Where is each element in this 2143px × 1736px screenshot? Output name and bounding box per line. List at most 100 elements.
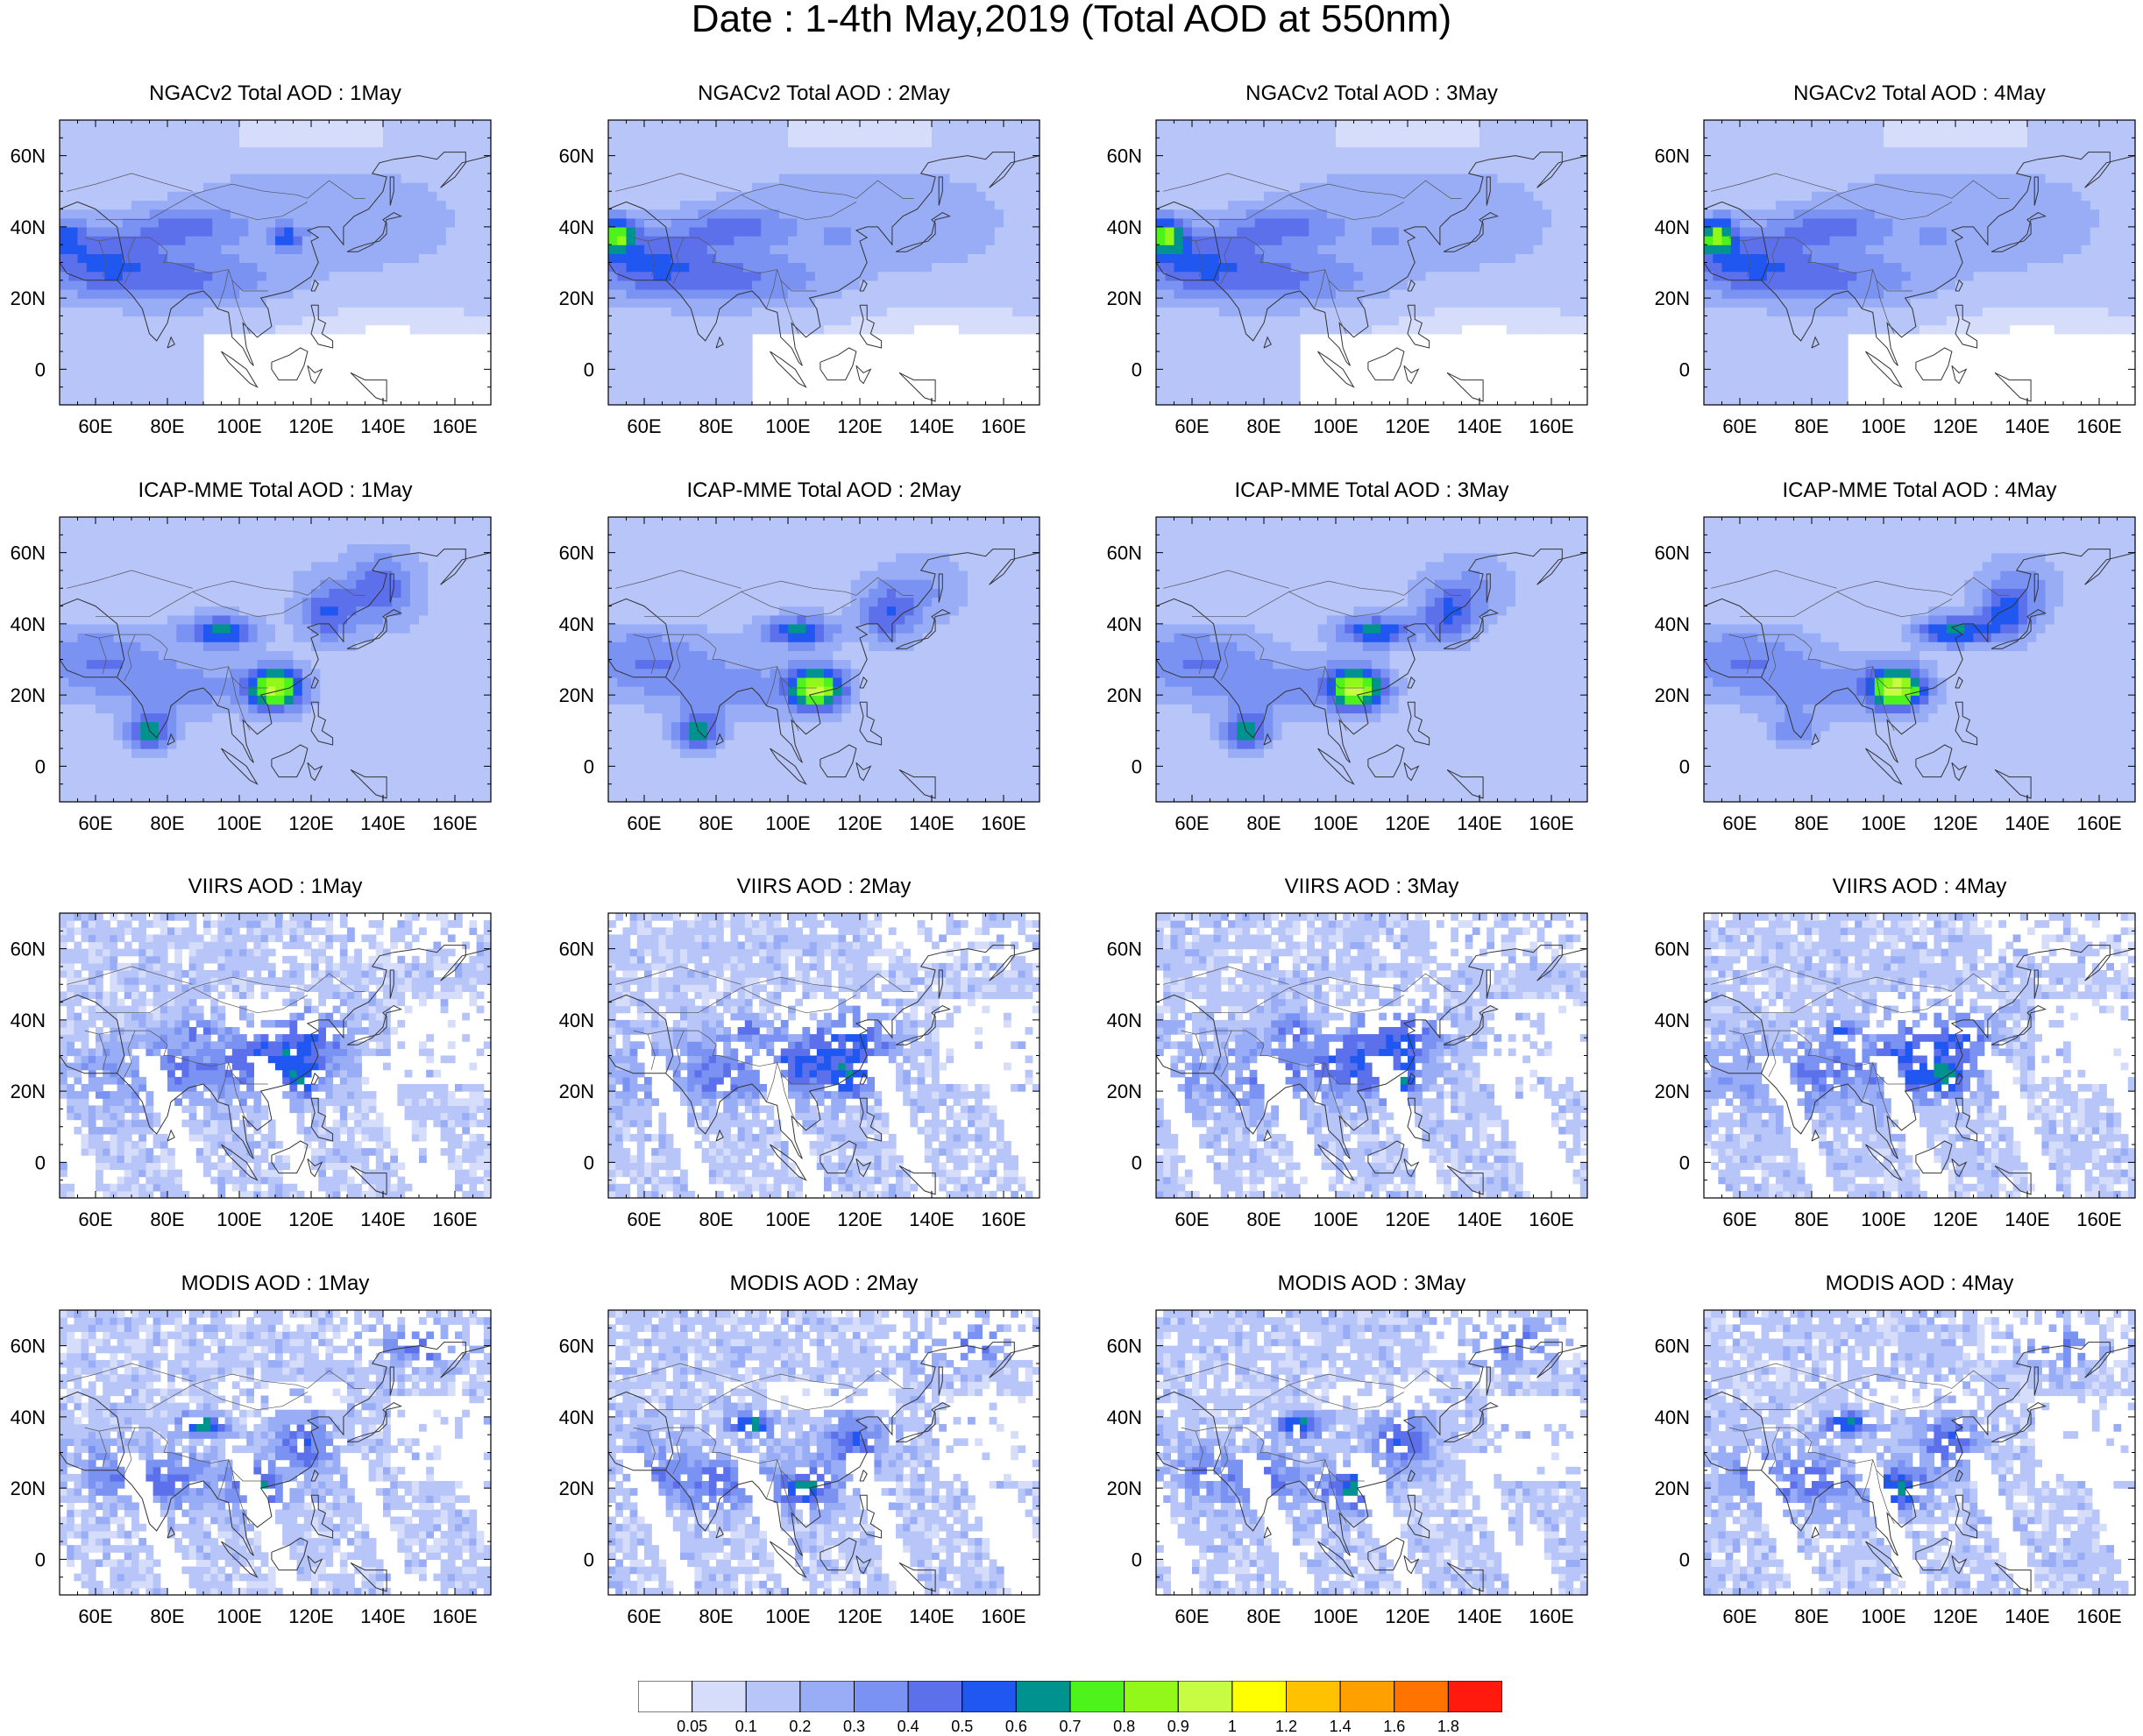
colorbar-swatch xyxy=(1287,1681,1341,1712)
lat-tick-label: 20N xyxy=(1107,1477,1142,1499)
panel-title: VIIRS AOD : 1May xyxy=(25,875,526,899)
lon-tick-label: 120E xyxy=(288,1208,333,1230)
colorbar-label: 0.6 xyxy=(1005,1718,1027,1736)
lat-tick-label: 40N xyxy=(1655,216,1690,238)
lat-tick-label: 40N xyxy=(1107,1407,1142,1428)
lon-tick-label: 140E xyxy=(1457,812,1501,834)
lon-tick-label: 140E xyxy=(2005,1208,2049,1230)
lon-tick-label: 160E xyxy=(981,415,1025,437)
lat-tick-label: 60N xyxy=(1107,1336,1142,1357)
colorbar-label: 0.2 xyxy=(789,1718,811,1736)
lat-tick-label: 0 xyxy=(1132,358,1142,380)
lat-tick-label: 40N xyxy=(1655,613,1690,635)
colorbar-label: 1.4 xyxy=(1330,1718,1352,1736)
lon-tick-label: 80E xyxy=(150,1208,184,1230)
lat-tick-label: 20N xyxy=(11,1477,46,1499)
lat-tick-label: 60N xyxy=(1107,542,1142,564)
colorbar xyxy=(638,1681,1502,1712)
lon-tick-label: 60E xyxy=(78,812,112,834)
lon-tick-label: 120E xyxy=(1933,812,1977,834)
panel-title: VIIRS AOD : 4May xyxy=(1669,875,2143,899)
lat-tick-label: 60N xyxy=(559,145,594,167)
lon-tick-label: 160E xyxy=(1529,812,1573,834)
lat-tick-label: 40N xyxy=(1655,1010,1690,1031)
lon-tick-label: 100E xyxy=(216,415,261,437)
lon-tick-label: 120E xyxy=(288,1605,333,1627)
lon-tick-label: 60E xyxy=(627,415,661,437)
lat-tick-label: 40N xyxy=(11,1407,46,1428)
lat-tick-label: 60N xyxy=(11,1336,46,1357)
panel-title: MODIS AOD : 4May xyxy=(1669,1272,2143,1296)
lat-tick-label: 20N xyxy=(1655,684,1690,706)
lon-tick-label: 80E xyxy=(1246,415,1281,437)
lat-tick-label: 20N xyxy=(1107,1081,1142,1102)
lat-tick-label: 0 xyxy=(1679,1548,1690,1570)
colorbar-swatch xyxy=(1016,1681,1070,1712)
lat-tick-label: 0 xyxy=(584,358,594,380)
lon-tick-label: 80E xyxy=(1246,1208,1281,1230)
colorbar-swatch xyxy=(1232,1681,1287,1712)
lon-tick-label: 160E xyxy=(1529,415,1573,437)
colorbar-label: 0.3 xyxy=(843,1718,865,1736)
lon-tick-label: 160E xyxy=(2076,1605,2121,1627)
colorbar-label: 0.4 xyxy=(898,1718,919,1736)
panel-title: VIIRS AOD : 3May xyxy=(1121,875,1622,899)
lat-tick-label: 20N xyxy=(559,287,594,309)
colorbar-label: 0.7 xyxy=(1059,1718,1081,1736)
lat-tick-label: 20N xyxy=(559,1081,594,1102)
lon-tick-label: 140E xyxy=(1457,1605,1501,1627)
lon-tick-label: 120E xyxy=(288,812,333,834)
lon-tick-label: 100E xyxy=(1861,415,1905,437)
lon-tick-label: 60E xyxy=(627,812,661,834)
colorbar-swatch xyxy=(692,1681,747,1712)
lon-tick-label: 100E xyxy=(765,1208,810,1230)
lat-tick-label: 0 xyxy=(584,1151,594,1173)
lon-tick-label: 120E xyxy=(1385,415,1430,437)
lat-tick-label: 20N xyxy=(11,1081,46,1102)
lat-tick-label: 0 xyxy=(1132,755,1142,777)
lon-tick-label: 80E xyxy=(150,415,184,437)
lon-tick-label: 100E xyxy=(1313,1208,1358,1230)
lon-tick-label: 120E xyxy=(1933,1208,1977,1230)
lon-tick-label: 100E xyxy=(216,1605,261,1627)
lon-tick-label: 140E xyxy=(1457,415,1501,437)
colorbar-label: 0.1 xyxy=(735,1718,757,1736)
lon-tick-label: 100E xyxy=(765,1605,810,1627)
lat-tick-label: 0 xyxy=(35,1548,46,1570)
lat-tick-label: 60N xyxy=(1107,145,1142,167)
lat-tick-label: 60N xyxy=(559,542,594,564)
lon-tick-label: 140E xyxy=(360,812,405,834)
lon-tick-label: 80E xyxy=(699,415,733,437)
lat-tick-label: 60N xyxy=(1107,939,1142,960)
lon-tick-label: 60E xyxy=(1722,415,1756,437)
lon-tick-label: 100E xyxy=(765,812,810,834)
panel-title: NGACv2 Total AOD : 1May xyxy=(25,81,526,106)
lon-tick-label: 140E xyxy=(2005,415,2049,437)
lon-tick-label: 160E xyxy=(1529,1605,1573,1627)
lon-tick-label: 120E xyxy=(1933,415,1977,437)
lat-tick-label: 20N xyxy=(1107,684,1142,706)
lat-tick-label: 40N xyxy=(1107,1010,1142,1031)
panel-title: ICAP-MME Total AOD : 4May xyxy=(1669,478,2143,503)
lon-tick-label: 140E xyxy=(909,812,954,834)
lon-tick-label: 100E xyxy=(1313,415,1358,437)
lon-tick-label: 60E xyxy=(1722,1605,1756,1627)
panel-title: NGACv2 Total AOD : 3May xyxy=(1121,81,1622,106)
lon-tick-label: 140E xyxy=(360,415,405,437)
lat-tick-label: 0 xyxy=(1679,1151,1690,1173)
colorbar-swatch xyxy=(1178,1681,1232,1712)
lon-tick-label: 100E xyxy=(216,812,261,834)
lon-tick-label: 160E xyxy=(432,812,477,834)
lat-tick-label: 60N xyxy=(1655,1336,1690,1357)
lon-tick-label: 140E xyxy=(1457,1208,1501,1230)
